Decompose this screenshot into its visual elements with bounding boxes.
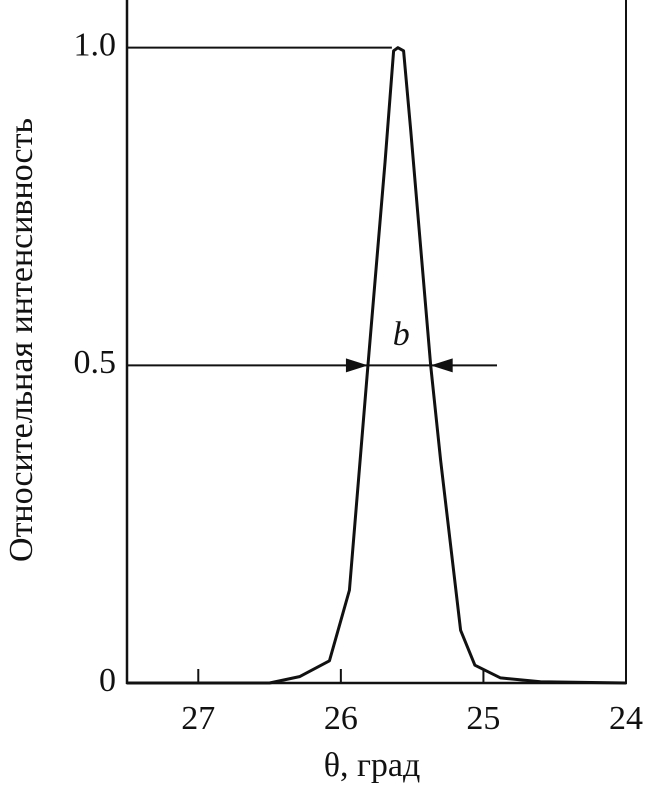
x-axis-label: θ, град bbox=[324, 747, 421, 784]
x-tick-label: 27 bbox=[181, 700, 215, 737]
line bbox=[127, 46, 627, 685]
y-axis-label: Относительная интенсивность bbox=[3, 118, 40, 562]
y-tick-label: 0.5 bbox=[74, 344, 117, 381]
x-tick-label: 24 bbox=[609, 700, 643, 737]
x-tick-label: 25 bbox=[466, 700, 500, 737]
x-tick-label: 26 bbox=[324, 700, 358, 737]
annotation: b bbox=[393, 316, 410, 353]
y-tick-label: 1.0 bbox=[74, 26, 117, 63]
arrow-head bbox=[345, 358, 368, 373]
arrow-head bbox=[430, 358, 453, 373]
y-tick-label: 0 bbox=[99, 662, 116, 699]
